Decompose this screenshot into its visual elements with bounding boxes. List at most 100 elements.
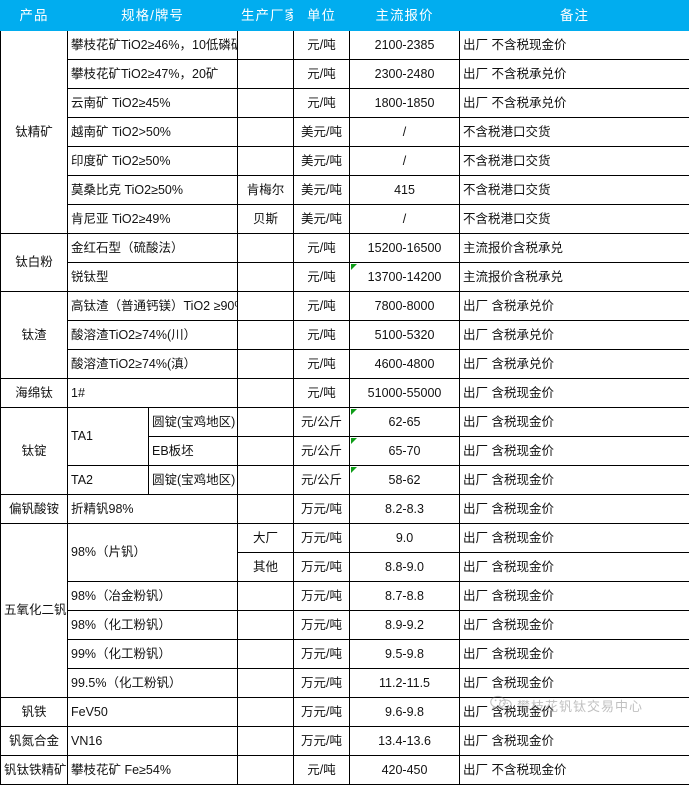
unit-cell: 万元/吨	[294, 524, 350, 553]
maker-cell	[238, 727, 294, 756]
unit-cell: 元/公斤	[294, 408, 350, 437]
maker-cell	[238, 611, 294, 640]
product-group-cell: 钛渣	[1, 292, 68, 379]
column-header-unit: 单位	[294, 1, 350, 31]
column-header-remark: 备注	[460, 1, 689, 31]
price-cell: 7800-8000	[350, 292, 460, 321]
spec-cell: 攀枝花矿TiO2≥47%，20矿	[68, 60, 238, 89]
column-header-product: 产品	[1, 1, 68, 31]
unit-cell: 美元/吨	[294, 147, 350, 176]
price-cell: 58-62	[350, 466, 460, 495]
spec-cell: 攀枝花矿 Fe≥54%	[68, 756, 238, 785]
remark-cell: 不含税港口交货	[460, 176, 689, 205]
remark-cell: 主流报价含税承兑	[460, 263, 689, 292]
price-cell: 9.6-9.8	[350, 698, 460, 727]
product-group-cell: 五氧化二钒	[1, 524, 68, 698]
product-group-cell: 钒铁	[1, 698, 68, 727]
remark-cell: 出厂 含税现金价	[460, 553, 689, 582]
remark-cell: 出厂 含税承兑价	[460, 321, 689, 350]
maker-cell	[238, 234, 294, 263]
unit-cell: 万元/吨	[294, 582, 350, 611]
remark-cell: 出厂 含税现金价	[460, 582, 689, 611]
price-cell: 8.9-9.2	[350, 611, 460, 640]
unit-cell: 万元/吨	[294, 611, 350, 640]
price-cell: 13.4-13.6	[350, 727, 460, 756]
unit-cell: 元/吨	[294, 321, 350, 350]
price-cell: 15200-16500	[350, 234, 460, 263]
unit-cell: 元/吨	[294, 234, 350, 263]
maker-cell	[238, 89, 294, 118]
price-cell: 11.2-11.5	[350, 669, 460, 698]
spec-cell: 酸溶渣TiO2≥74%(川）	[68, 321, 238, 350]
price-cell: 1800-1850	[350, 89, 460, 118]
maker-cell	[238, 379, 294, 408]
header-row: 产品 规格/牌号 生产厂家 单位 主流报价 备注	[1, 1, 689, 31]
price-cell: 8.8-9.0	[350, 553, 460, 582]
price-cell: 2300-2480	[350, 60, 460, 89]
spec-secondary-cell: 圆锭(宝鸡地区)	[149, 466, 238, 495]
price-cell: 65-70	[350, 437, 460, 466]
unit-cell: 万元/吨	[294, 640, 350, 669]
maker-cell	[238, 698, 294, 727]
product-group-cell: 偏钒酸铵	[1, 495, 68, 524]
maker-cell: 肯梅尔	[238, 176, 294, 205]
remark-cell: 出厂 含税现金价	[460, 640, 689, 669]
maker-cell: 大厂	[238, 524, 294, 553]
product-group-cell: 钛白粉	[1, 234, 68, 292]
spec-cell: 攀枝花矿TiO2≥46%，10低磷矿	[68, 31, 238, 60]
price-cell: 13700-14200	[350, 263, 460, 292]
remark-cell: 出厂 含税现金价	[460, 495, 689, 524]
remark-cell: 出厂 含税现金价	[460, 408, 689, 437]
maker-cell	[238, 147, 294, 176]
remark-cell: 出厂 含税现金价	[460, 437, 689, 466]
unit-cell: 元/吨	[294, 263, 350, 292]
price-sheet: 产品 规格/牌号 生产厂家 单位 主流报价 备注 钛精矿攀枝花矿TiO2≥46%…	[0, 0, 689, 735]
remark-cell: 出厂 含税承兑价	[460, 292, 689, 321]
spec-cell: 98%（片钒）	[68, 524, 238, 582]
unit-cell: 万元/吨	[294, 553, 350, 582]
maker-cell	[238, 31, 294, 60]
maker-cell	[238, 60, 294, 89]
remark-cell: 出厂 含税现金价	[460, 379, 689, 408]
spec-cell: 印度矿 TiO2≥50%	[68, 147, 238, 176]
remark-cell: 出厂 不含税现金价	[460, 31, 689, 60]
spec-cell: 锐钛型	[68, 263, 238, 292]
unit-cell: 元/公斤	[294, 437, 350, 466]
maker-cell	[238, 669, 294, 698]
spec-cell: 金红石型（硫酸法）	[68, 234, 238, 263]
remark-cell: 出厂 含税现金价	[460, 727, 689, 756]
remark-cell: 出厂 含税现金价	[460, 466, 689, 495]
table-row: 肯尼亚 TiO2≥49%贝斯美元/吨/不含税港口交货	[1, 205, 689, 234]
remark-cell: 不含税港口交货	[460, 118, 689, 147]
product-group-cell: 海绵钛	[1, 379, 68, 408]
spec-cell: 1#	[68, 379, 238, 408]
unit-cell: 元/吨	[294, 379, 350, 408]
unit-cell: 万元/吨	[294, 669, 350, 698]
remark-cell: 主流报价含税承兑	[460, 234, 689, 263]
product-group-cell: 钒氮合金	[1, 727, 68, 756]
price-cell: 9.0	[350, 524, 460, 553]
maker-cell	[238, 292, 294, 321]
unit-cell: 美元/吨	[294, 118, 350, 147]
spec-secondary-cell: 圆锭(宝鸡地区)	[149, 408, 238, 437]
maker-cell	[238, 437, 294, 466]
maker-cell	[238, 321, 294, 350]
price-cell: /	[350, 205, 460, 234]
